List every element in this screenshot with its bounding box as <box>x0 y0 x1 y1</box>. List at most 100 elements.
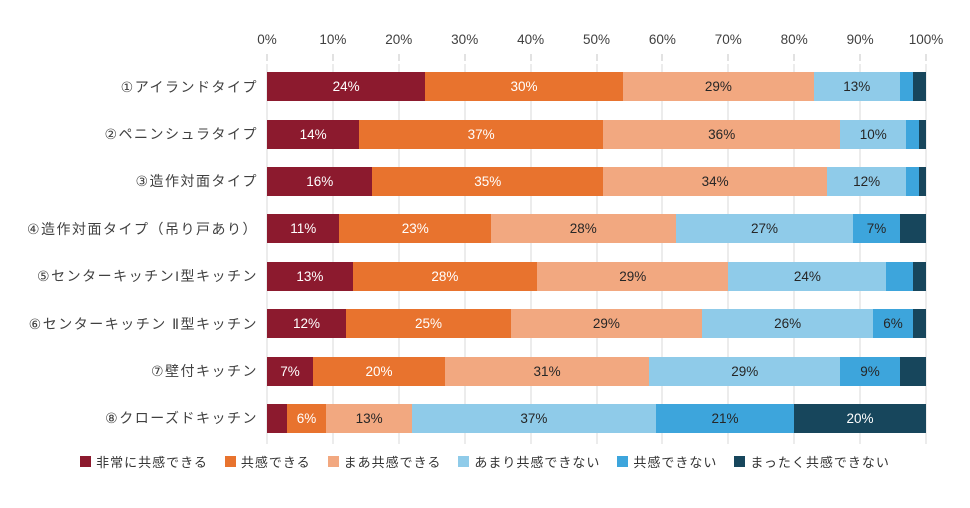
axis-tick-mark <box>266 54 268 61</box>
bar-track: 7% 20% 31% 29% 9% <box>267 356 926 386</box>
bar-segment: 10% <box>840 119 907 149</box>
axis-tick-mark <box>859 54 861 61</box>
bar-track: 16% 35% 34% 12% <box>267 166 926 196</box>
bar-segment: 12% <box>267 309 347 339</box>
legend-swatch-icon <box>224 456 236 467</box>
gridline <box>266 64 268 444</box>
bar-segment: 21% <box>655 403 795 433</box>
gridline <box>398 64 400 444</box>
x-axis-tick-label: 0% <box>257 32 277 47</box>
legend-swatch-icon <box>458 456 470 467</box>
x-axis-tick-label: 30% <box>451 32 479 47</box>
gridline <box>596 64 597 444</box>
bar-segment: 28% <box>491 214 676 244</box>
chart-row: ⑥センターキッチン Ⅱ型キッチン 12% 25% 29% 26% 6% <box>0 300 926 347</box>
bar-rows: ①アイランドタイプ 24% 30% 29% 13% ②ペニンシュラタイプ 14% 37% 36%… <box>0 63 926 442</box>
bar-segment: 14% <box>267 119 360 149</box>
bar-segment: 20% <box>313 356 445 386</box>
legend-label: あまり共感できない <box>474 455 601 470</box>
bar-segment: 6% <box>873 309 913 339</box>
bar-segment: 30% <box>425 72 623 102</box>
legend-label: 共感できない <box>633 455 718 470</box>
gridline <box>925 64 927 444</box>
legend-label: 共感できる <box>240 455 311 470</box>
category-label: ①アイランドタイプ <box>120 78 258 95</box>
gridline <box>859 64 861 444</box>
bar-segment: 12% <box>827 166 907 196</box>
bar-segment: 29% <box>510 309 702 339</box>
legend-label: 非常に共感できる <box>96 455 208 470</box>
bar-segment: 11% <box>267 214 340 244</box>
legend-item: 共感できる <box>224 452 311 471</box>
axis-tick-mark <box>661 54 663 61</box>
bar-segment: 7% <box>853 214 900 244</box>
legend-label: まあ共感できる <box>343 455 442 470</box>
bar-segment <box>912 261 926 291</box>
bar-track: 11% 23% 28% 27% 7% <box>267 214 926 244</box>
bar-segment: 24% <box>728 261 887 291</box>
bar-track: 13% 28% 29% 24% <box>267 261 926 291</box>
axis-tick-mark <box>925 54 927 61</box>
category-label: ②ペニンシュラタイプ <box>104 126 258 143</box>
category-label: ⑦壁付キッチン <box>150 363 258 380</box>
bar-segment: 28% <box>352 261 538 291</box>
legend-label: まったく共感できない <box>750 455 890 470</box>
legend: 非常に共感できる 共感できる まあ共感できる あまり共感できない 共感できない まったく共… <box>0 452 970 471</box>
bar-segment: 9% <box>840 356 900 386</box>
axis-tick-mark <box>464 54 466 61</box>
bar-segment: 23% <box>339 214 492 244</box>
chart-row: ⑧クローズドキッチン 6% 13% 37% 21% 20% <box>0 395 926 442</box>
bar-segment: 13% <box>267 261 353 291</box>
axis-tick-mark <box>398 54 400 61</box>
bar-track: 6% 13% 37% 21% 20% <box>267 403 926 433</box>
x-axis-tick-label: 60% <box>648 32 676 47</box>
gridline <box>727 64 729 444</box>
x-axis-tick-label: 20% <box>385 32 413 47</box>
bar-segment: 36% <box>603 119 841 149</box>
bar-segment <box>906 166 920 196</box>
x-axis-tick-label: 50% <box>582 32 611 47</box>
chart-row: ③造作対面タイプ 16% 35% 34% 12% <box>0 158 926 205</box>
gridlines <box>266 54 927 444</box>
bar-segment: 31% <box>444 356 650 386</box>
axis-tick-mark <box>530 54 532 61</box>
bar-segment <box>912 72 926 102</box>
bar-segment: 29% <box>537 261 729 291</box>
bar-track: 12% 25% 29% 26% 6% <box>267 309 926 339</box>
gridline <box>793 64 795 444</box>
legend-item: まったく共感できない <box>734 452 889 471</box>
bar-segment: 29% <box>649 356 841 386</box>
bar-segment: 34% <box>603 166 828 196</box>
chart-row: ④造作対面タイプ（吊り戸あり） 11% 23% 28% 27% 7% <box>0 205 926 252</box>
x-axis-tick-label: 40% <box>517 32 545 47</box>
legend-item: あまり共感できない <box>458 452 600 471</box>
category-label: ③造作対面タイプ <box>135 173 258 190</box>
x-axis-tick-label: 70% <box>714 32 742 47</box>
legend-swatch-icon <box>80 456 92 467</box>
gridline <box>332 64 334 444</box>
legend-swatch-icon <box>734 456 746 467</box>
bar-track: 14% 37% 36% 10% <box>267 119 926 149</box>
bar-segment <box>906 119 920 149</box>
legend-item: 共感できない <box>617 452 717 471</box>
x-axis-tick-label: 90% <box>846 32 874 47</box>
x-axis: 0% 10% 20% 30% 40% 50% 60% 70% 80% 90% 100% <box>257 32 943 50</box>
axis-tick-mark <box>727 54 729 61</box>
bar-segment <box>899 356 926 386</box>
bar-segment: 13% <box>326 403 412 433</box>
gridline <box>530 64 532 444</box>
axis-tick-mark <box>332 54 334 61</box>
bar-segment: 25% <box>346 309 511 339</box>
x-axis-tick-label: 10% <box>319 32 347 47</box>
chart-row: ⑤センターキッチンI型キッチン 13% 28% 29% 24% <box>0 253 926 300</box>
bar-segment: 35% <box>372 166 604 196</box>
legend-item: まあ共感できる <box>327 452 442 471</box>
bar-segment: 16% <box>267 166 373 196</box>
bar-track: 24% 30% 29% 13% <box>267 72 926 102</box>
bar-segment <box>919 166 926 196</box>
bar-segment <box>899 214 926 244</box>
legend-swatch-icon <box>617 456 629 467</box>
category-label: ⑤センターキッチンI型キッチン <box>37 268 258 285</box>
gridline <box>661 64 663 444</box>
